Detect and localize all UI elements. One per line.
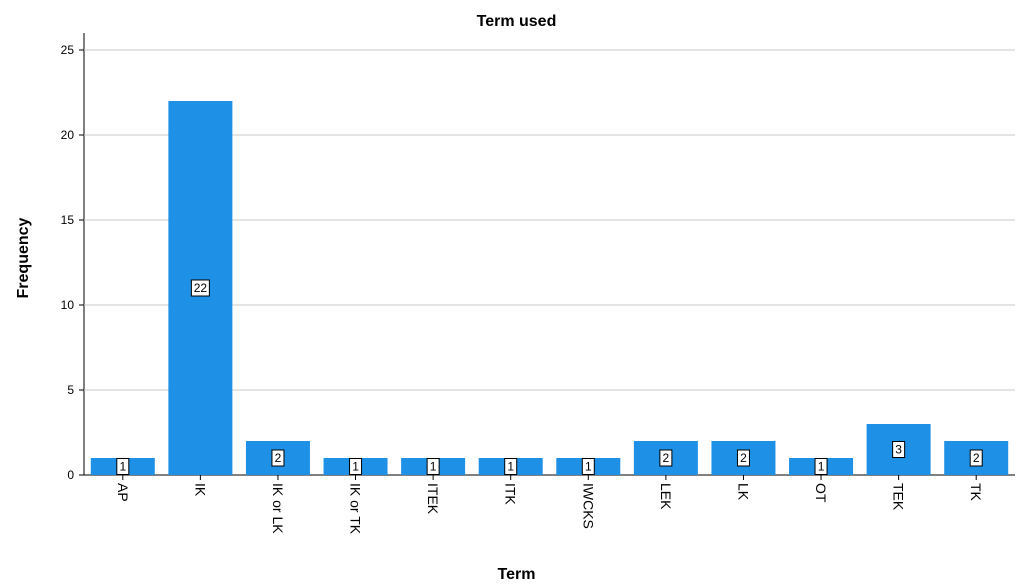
- y-tick-label: 15: [61, 213, 75, 227]
- data-label: 3: [895, 443, 902, 457]
- data-label-box: [814, 458, 828, 475]
- data-label-box: [271, 449, 285, 467]
- data-label: 1: [507, 460, 514, 474]
- x-tick-label: LK: [735, 483, 751, 501]
- x-tick-label: AP: [115, 483, 131, 502]
- data-label: 2: [973, 451, 980, 465]
- x-tick-label: IK or LK: [270, 483, 286, 534]
- x-tick-label: IWCKS: [580, 483, 596, 529]
- x-axis-label: Term: [497, 566, 536, 583]
- y-tick-label: 10: [61, 298, 75, 312]
- data-label-box: [190, 279, 210, 297]
- data-label: 1: [430, 460, 437, 474]
- data-label-box: [969, 449, 983, 467]
- x-tick-label: ITEK: [425, 483, 441, 515]
- x-tick-label: IK: [192, 483, 208, 497]
- data-label-box: [736, 449, 750, 467]
- x-tick-label: TEK: [891, 483, 907, 511]
- data-label: 1: [352, 460, 359, 474]
- data-label: 2: [663, 451, 670, 465]
- data-label: 2: [740, 451, 747, 465]
- data-label-box: [349, 458, 363, 475]
- data-label-box: [892, 441, 906, 458]
- x-tick-label: OT: [813, 483, 829, 503]
- data-label: 1: [585, 460, 592, 474]
- x-tick-label: TK: [968, 483, 984, 502]
- y-tick-label: 5: [67, 383, 74, 397]
- data-label: 1: [818, 460, 825, 474]
- data-label-box: [659, 449, 673, 467]
- data-label-box: [426, 458, 440, 475]
- data-label-box: [581, 458, 595, 475]
- y-tick-label: 0: [67, 468, 74, 482]
- y-tick-label: 25: [61, 43, 75, 57]
- data-label: 1: [119, 460, 126, 474]
- data-label-box: [116, 458, 130, 475]
- chart-title: Term used: [476, 13, 557, 30]
- x-tick-label: ITK: [503, 483, 519, 505]
- x-tick-label: IK or TK: [348, 483, 364, 535]
- x-tick-label: LEK: [658, 483, 674, 510]
- data-label-box: [504, 458, 518, 475]
- data-label: 2: [275, 451, 282, 465]
- y-tick-label: 20: [61, 128, 75, 142]
- data-label: 22: [194, 281, 208, 295]
